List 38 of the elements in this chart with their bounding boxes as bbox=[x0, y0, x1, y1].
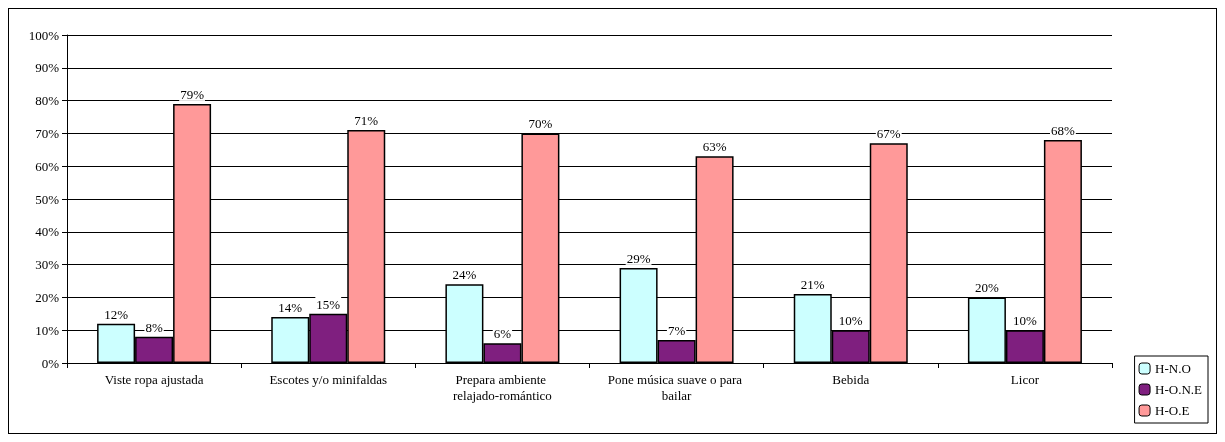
data-label: 70% bbox=[528, 116, 553, 132]
y-tick-label: 20% bbox=[35, 289, 60, 305]
data-label: 24% bbox=[452, 267, 477, 283]
data-label: 8% bbox=[145, 319, 163, 335]
data-label: 6% bbox=[493, 326, 512, 342]
y-tick-label: 70% bbox=[35, 125, 60, 141]
x-tick-label: Bebida bbox=[832, 371, 870, 387]
data-label: 7% bbox=[667, 323, 686, 339]
data-label: 21% bbox=[800, 277, 825, 293]
data-label: 14% bbox=[278, 300, 303, 316]
y-tick-label: 50% bbox=[35, 191, 60, 207]
data-label: 20% bbox=[974, 280, 999, 296]
legend-label: H-O.E bbox=[1155, 403, 1190, 418]
x-tick-label: Pone música suave o para bailar bbox=[607, 371, 746, 403]
data-label: 68% bbox=[1050, 122, 1075, 138]
y-tick-label: 90% bbox=[35, 60, 60, 76]
data-label: 10% bbox=[838, 313, 863, 329]
data-label: 10% bbox=[1012, 313, 1037, 329]
y-tick-label: 100% bbox=[28, 27, 60, 43]
data-label: 79% bbox=[180, 86, 205, 102]
data-label: 12% bbox=[104, 306, 129, 322]
y-tick-label: 30% bbox=[35, 257, 60, 273]
data-label: 67% bbox=[876, 126, 901, 142]
x-tick-label: Viste ropa ajustada bbox=[104, 371, 204, 387]
legend-label: H-N.O bbox=[1155, 361, 1191, 376]
data-label: 63% bbox=[702, 139, 727, 155]
legend-label: H-O.N.E bbox=[1155, 382, 1203, 397]
x-tick-label: Licor bbox=[1010, 371, 1040, 387]
y-tick-label: 60% bbox=[35, 158, 60, 174]
y-tick-label: 80% bbox=[35, 93, 60, 109]
y-tick-label: 40% bbox=[35, 224, 60, 240]
data-label: 71% bbox=[354, 113, 379, 129]
y-tick-label: 10% bbox=[35, 322, 60, 338]
y-tick-label: 0% bbox=[41, 355, 60, 371]
data-label: 29% bbox=[626, 250, 651, 266]
data-label: 15% bbox=[316, 296, 341, 312]
x-tick-label: Escotes y/o minifaldas bbox=[269, 371, 388, 387]
x-tick-label: Prepara ambiente relajado-romántico bbox=[452, 371, 552, 403]
